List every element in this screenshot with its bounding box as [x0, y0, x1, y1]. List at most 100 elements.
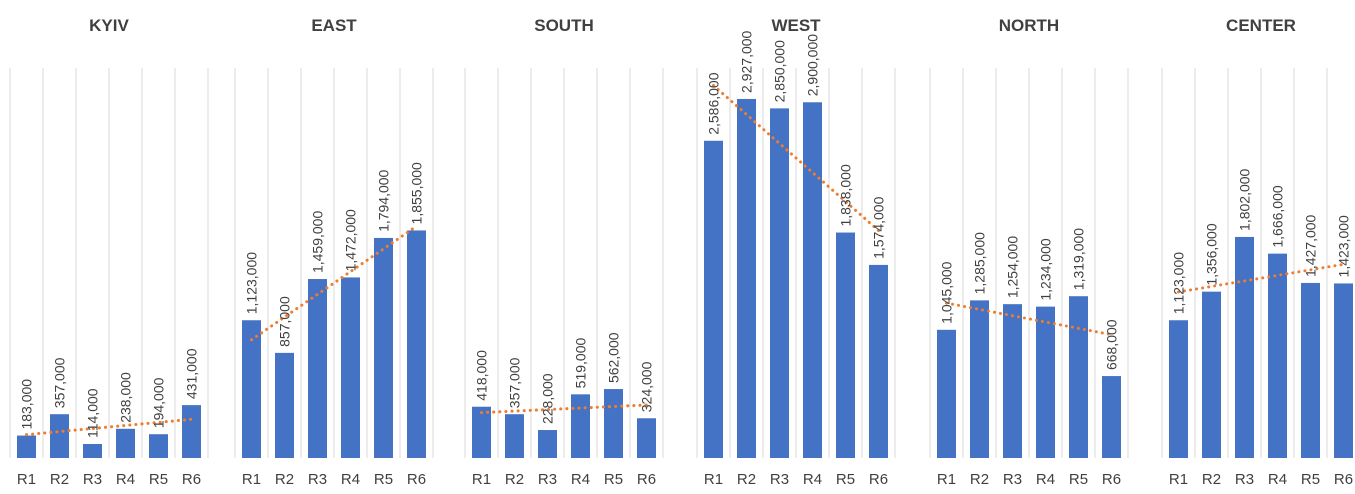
chart-panel-west: WEST 2,586,000 2,927,000 2,850,000 2,900,000… — [696, 16, 896, 488]
data-label: 668,000 — [1104, 319, 1120, 370]
category-label: R2 — [505, 471, 524, 488]
category-label: R2 — [970, 471, 989, 488]
bar-r1 — [242, 320, 261, 458]
bar-r2 — [737, 98, 756, 459]
bar-r5 — [836, 232, 855, 458]
bar-r6 — [869, 264, 888, 458]
data-label: 1,123,000 — [244, 252, 260, 314]
data-label: 1,459,000 — [310, 211, 326, 273]
data-label: 1,234,000 — [1038, 238, 1054, 300]
data-label: 418,000 — [474, 350, 490, 401]
chart-panel-kyiv: KYIV 183,000 357,000 114,000 238,000 194,000 4… — [9, 16, 209, 488]
bar-r2 — [275, 352, 294, 458]
data-label: 357,000 — [52, 357, 68, 408]
category-label: R1 — [242, 471, 261, 488]
data-label: 519,000 — [573, 338, 589, 389]
bar-r5 — [1301, 282, 1320, 458]
chart-title: WEST — [771, 16, 821, 35]
bar-r4 — [571, 394, 590, 458]
chart-title: KYIV — [89, 16, 129, 35]
bar-r6 — [407, 230, 426, 458]
data-label: 1,666,000 — [1270, 185, 1286, 247]
bar-r2 — [50, 414, 69, 458]
data-label: 1,855,000 — [409, 162, 425, 224]
category-label: R2 — [737, 471, 756, 488]
data-label: 2,850,000 — [772, 40, 788, 102]
bar-r5 — [604, 389, 623, 458]
data-label: 1,285,000 — [972, 232, 988, 294]
category-label: R6 — [1102, 471, 1121, 488]
bar-r2 — [505, 414, 524, 458]
bar-r6 — [1334, 283, 1353, 458]
category-label: R2 — [275, 471, 294, 488]
data-label: 183,000 — [19, 379, 35, 430]
category-label: R5 — [836, 471, 855, 488]
category-label: R2 — [1202, 471, 1221, 488]
category-label: R2 — [50, 471, 69, 488]
category-label: R1 — [1169, 471, 1188, 488]
trendline — [712, 83, 880, 233]
bar-r3 — [538, 430, 557, 458]
data-label: 1,423,000 — [1336, 215, 1352, 277]
data-label: 2,900,000 — [805, 34, 821, 96]
data-label: 1,472,000 — [343, 209, 359, 271]
category-label: R4 — [116, 471, 135, 488]
bar-r5 — [1069, 296, 1088, 458]
bar-r4 — [1036, 306, 1055, 458]
category-label: R3 — [770, 471, 789, 488]
category-label: R5 — [1301, 471, 1320, 488]
category-label: R3 — [308, 471, 327, 488]
category-label: R6 — [1334, 471, 1353, 488]
bar-r3 — [1235, 236, 1254, 458]
chart-panel-east: EAST 1,123,000 857,000 1,459,000 1,472,000 1,… — [234, 16, 434, 488]
category-label: R5 — [374, 471, 393, 488]
category-label: R6 — [637, 471, 656, 488]
chart-panel-north: NORTH 1,045,000 1,285,000 1,254,000 1,234,00… — [929, 16, 1129, 488]
bar-r4 — [341, 277, 360, 458]
category-label: R4 — [341, 471, 360, 488]
data-label: 562,000 — [606, 332, 622, 383]
category-label: R3 — [83, 471, 102, 488]
bar-r2 — [1202, 291, 1221, 458]
bar-r6 — [1102, 376, 1121, 458]
data-label: 228,000 — [540, 373, 556, 424]
bar-r5 — [374, 237, 393, 458]
data-label: 1,356,000 — [1204, 223, 1220, 285]
data-label: 1,574,000 — [871, 196, 887, 258]
bar-r2 — [970, 300, 989, 458]
bar-r1 — [17, 435, 36, 458]
bar-r6 — [637, 418, 656, 458]
data-label: 431,000 — [184, 348, 200, 399]
category-label: R1 — [17, 471, 36, 488]
bar-r1 — [1169, 320, 1188, 458]
category-label: R3 — [1003, 471, 1022, 488]
category-label: R5 — [149, 471, 168, 488]
category-label: R4 — [571, 471, 590, 488]
bar-r1 — [472, 406, 491, 458]
bar-r1 — [704, 140, 723, 458]
category-label: R5 — [604, 471, 623, 488]
data-label: 1,319,000 — [1071, 228, 1087, 290]
bar-r5 — [149, 434, 168, 458]
data-label: 1,802,000 — [1237, 168, 1253, 230]
data-label: 1,838,000 — [838, 164, 854, 226]
chart-panel-center: CENTER 1,123,000 1,356,000 1,802,000 1,666,0… — [1161, 16, 1353, 488]
category-label: R6 — [869, 471, 888, 488]
category-label: R4 — [1268, 471, 1287, 488]
category-label: R4 — [1036, 471, 1055, 488]
data-label: 1,254,000 — [1005, 236, 1021, 298]
bar-r1 — [937, 329, 956, 458]
data-label: 2,927,000 — [739, 30, 755, 92]
data-label: 2,586,000 — [706, 72, 722, 134]
bar-r3 — [308, 279, 327, 458]
chart-title: EAST — [311, 16, 357, 35]
data-label: 114,000 — [85, 388, 101, 438]
bar-r4 — [803, 102, 822, 459]
chart-title: CENTER — [1226, 16, 1296, 35]
category-label: R1 — [472, 471, 491, 488]
bar-r4 — [1268, 253, 1287, 458]
trendline — [945, 301, 1113, 337]
data-label: 1,427,000 — [1303, 214, 1319, 276]
